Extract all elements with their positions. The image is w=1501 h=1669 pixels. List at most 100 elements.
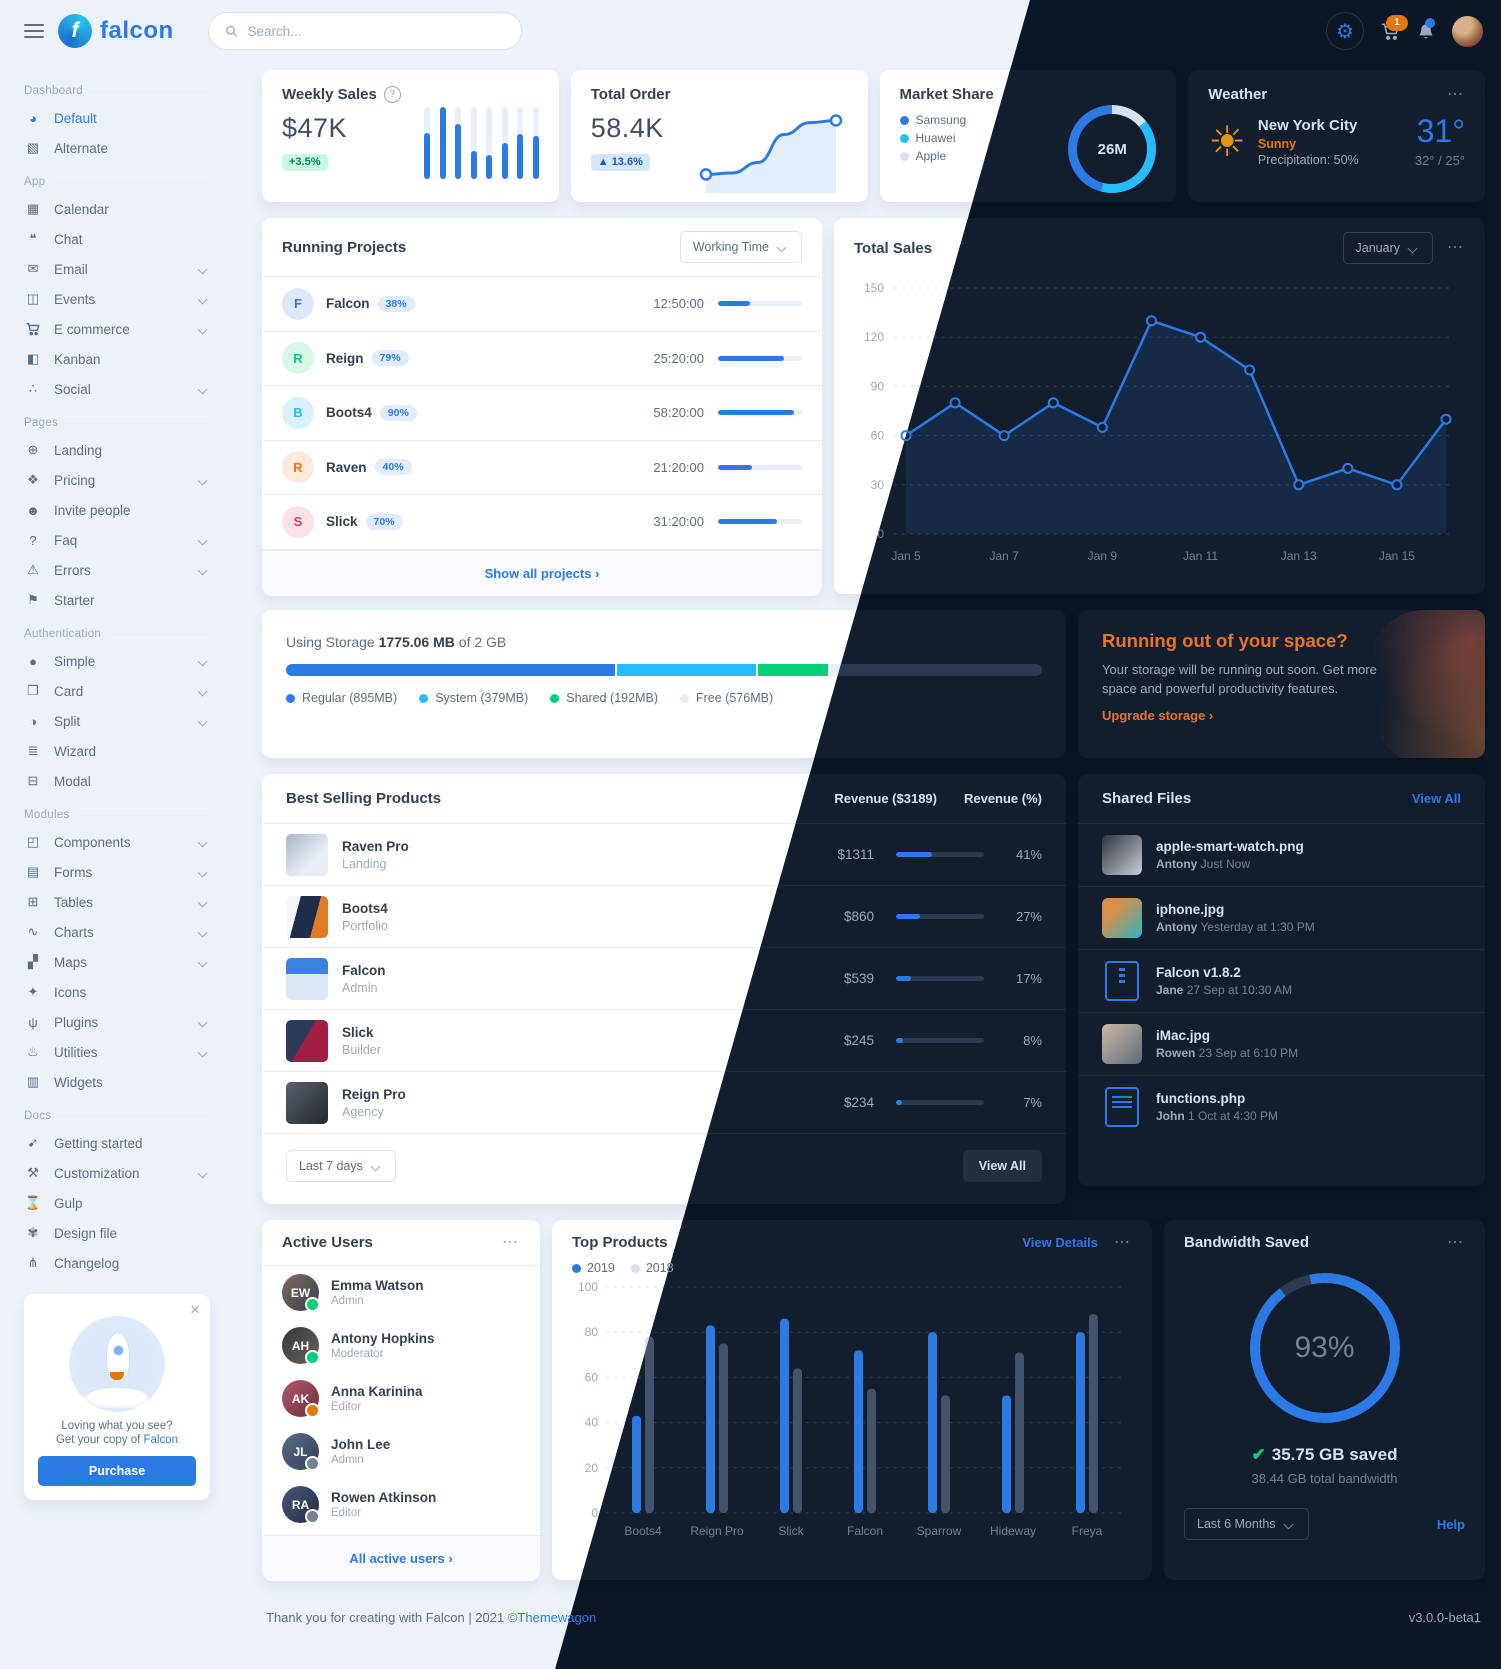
- sidebar-item-faq[interactable]: ? Faq: [24, 525, 210, 555]
- sidebar-item-kanban[interactable]: ◧ Kanban: [24, 344, 210, 374]
- sidebar-item-simple[interactable]: ● Simple: [24, 646, 210, 676]
- palette-icon: ✾: [27, 1225, 39, 1240]
- all-active-users-link[interactable]: All active users ›: [349, 1551, 453, 1566]
- project-name-link[interactable]: Reign: [326, 350, 364, 366]
- user-name-link[interactable]: Anna Karinina: [331, 1384, 423, 1399]
- file-name-link[interactable]: iphone.jpg: [1156, 902, 1225, 917]
- sidebar-item-invite-people[interactable]: ☻ Invite people: [24, 495, 210, 525]
- sidebar-item-plugins[interactable]: ψ Plugins: [24, 1007, 210, 1037]
- falcon-logo[interactable]: f falcon: [58, 14, 174, 48]
- user-name-link[interactable]: Antony Hopkins: [331, 1331, 435, 1346]
- hamburger-menu-button[interactable]: [24, 24, 44, 38]
- sidebar-item-utilities[interactable]: ♨ Utilities: [24, 1037, 210, 1067]
- user-avatar: EW: [282, 1274, 320, 1312]
- product-name-link[interactable]: Falcon: [342, 962, 386, 978]
- card-menu-icon[interactable]: ⋯: [1447, 85, 1465, 103]
- sidebar-item-tables[interactable]: ⊞ Tables: [24, 887, 210, 917]
- sidebar-item-gulp[interactable]: ⌛ Gulp: [24, 1188, 210, 1218]
- user-avatar[interactable]: [1452, 15, 1483, 47]
- view-all-link[interactable]: View All: [1411, 791, 1461, 806]
- sidebar-item-default[interactable]: ◕ Default: [24, 103, 210, 133]
- purchase-button[interactable]: Purchase: [38, 1456, 196, 1486]
- storage-legend-label: System (379MB): [435, 691, 529, 705]
- sidebar-item-maps[interactable]: ▞ Maps: [24, 947, 210, 977]
- sidebar-item-design-file[interactable]: ✾ Design file: [24, 1218, 210, 1248]
- promo-falcon-link[interactable]: Falcon: [143, 1434, 179, 1446]
- cart-icon[interactable]: 1: [1381, 14, 1408, 41]
- sidebar-item-forms[interactable]: ▤ Forms: [24, 857, 210, 887]
- search-box[interactable]: [207, 12, 522, 50]
- user-role: Admin: [331, 1295, 364, 1307]
- working-time-select[interactable]: Working Time: [679, 231, 802, 263]
- user-role: Moderator: [331, 1348, 384, 1360]
- project-row: R Reign 79% 25:20:00: [262, 332, 822, 386]
- product-name-link[interactable]: Raven Pro: [342, 838, 409, 854]
- sidebar-item-errors[interactable]: ⚠ Errors: [24, 555, 210, 585]
- project-name-link[interactable]: Slick: [326, 514, 358, 530]
- sidebar-item-changelog[interactable]: ⋔ Changelog: [24, 1248, 210, 1278]
- show-all-projects-link[interactable]: Show all projects ›: [484, 565, 600, 581]
- user-name-link[interactable]: Emma Watson: [331, 1278, 424, 1293]
- notifications-bell-icon[interactable]: [1417, 17, 1435, 41]
- sidebar-item-email[interactable]: ✉ Email: [24, 254, 210, 284]
- upgrade-storage-link[interactable]: Upgrade storage ›: [1102, 707, 1214, 723]
- file-meta: Jane 27 Sep at 10:30 AM: [1156, 983, 1293, 997]
- sidebar-item-e-commerce[interactable]: E commerce: [24, 314, 210, 344]
- sidebar-item-components[interactable]: ◰ Components: [24, 827, 210, 857]
- cart-icon: [24, 322, 42, 336]
- file-name-link[interactable]: iMac.jpg: [1156, 1028, 1211, 1043]
- sidebar-item-card[interactable]: ❐ Card: [24, 676, 210, 706]
- view-details-link[interactable]: View Details: [1022, 1235, 1098, 1250]
- file-meta: Antony Just Now: [1156, 857, 1251, 871]
- sidebar-item-landing[interactable]: ⊕ Landing: [24, 435, 210, 465]
- sidebar-item-social[interactable]: ∴ Social: [24, 374, 210, 404]
- card-menu-icon[interactable]: ⋯: [1447, 239, 1465, 256]
- storage-legend-item: Shared (192MB): [550, 691, 658, 705]
- sidebar-item-chat[interactable]: ❝ Chat: [24, 224, 210, 254]
- product-name-link[interactable]: Reign Pro: [342, 1086, 406, 1102]
- storage-legend: Regular (895MB) System (379MB) Shared (192…: [286, 691, 1042, 705]
- info-icon[interactable]: ?: [383, 86, 401, 103]
- user-name-link[interactable]: Rowen Atkinson: [331, 1490, 437, 1505]
- icons-icon: ✦: [27, 984, 39, 999]
- sidebar-item-calendar[interactable]: ▦ Calendar: [24, 194, 210, 224]
- sidebar-item-getting-started[interactable]: ➹ Getting started: [24, 1128, 210, 1158]
- bar-fill: [439, 107, 446, 179]
- sidebar-item-icons[interactable]: ✦ Icons: [24, 977, 210, 1007]
- card-menu-icon[interactable]: ⋯: [502, 1233, 520, 1251]
- settings-gear-icon[interactable]: ⚙: [1326, 12, 1364, 50]
- close-icon[interactable]: ×: [190, 1300, 200, 1319]
- sidebar-item-starter[interactable]: ⚑ Starter: [24, 585, 210, 615]
- file-meta: Antony Yesterday at 1:30 PM: [1156, 920, 1315, 934]
- search-input[interactable]: [245, 22, 505, 40]
- widgets-icon: ▥: [26, 1074, 40, 1089]
- product-name-link[interactable]: Slick: [342, 1024, 374, 1040]
- view-all-button[interactable]: View All: [962, 1150, 1042, 1182]
- card-menu-icon[interactable]: ⋯: [1447, 1233, 1465, 1251]
- project-name-link[interactable]: Raven: [326, 459, 367, 475]
- product-name-link[interactable]: Boots4: [342, 900, 388, 916]
- sidebar-item-widgets[interactable]: ▥ Widgets: [24, 1067, 210, 1097]
- sidebar-item-pricing[interactable]: ❖ Pricing: [24, 465, 210, 495]
- file-name-link[interactable]: apple-smart-watch.png: [1156, 839, 1304, 854]
- card-menu-icon[interactable]: ⋯: [1114, 1233, 1132, 1251]
- sidebar-item-events[interactable]: ◫ Events: [24, 284, 210, 314]
- file-name-link[interactable]: Falcon v1.8.2: [1156, 965, 1241, 980]
- help-link[interactable]: Help: [1436, 1516, 1465, 1532]
- month-select[interactable]: January: [1342, 232, 1433, 264]
- sidebar-item-wizard[interactable]: ≣ Wizard: [24, 736, 210, 766]
- sidebar-item-alternate[interactable]: ▧ Alternate: [24, 133, 210, 163]
- sidebar-item-split[interactable]: ◑ Split: [24, 706, 210, 736]
- user-name-link[interactable]: John Lee: [331, 1437, 391, 1452]
- project-name-link[interactable]: Falcon: [326, 296, 370, 312]
- question-circle-icon: ?: [29, 532, 37, 548]
- project-name-link[interactable]: Boots4: [326, 405, 372, 421]
- last-6-months-select[interactable]: Last 6 Months: [1184, 1508, 1309, 1540]
- file-name-link[interactable]: functions.php: [1156, 1091, 1246, 1106]
- last-7-days-select[interactable]: Last 7 days: [286, 1150, 396, 1182]
- sidebar-item-customization[interactable]: ⚒ Customization: [24, 1158, 210, 1188]
- sidebar-item-modal[interactable]: ⊟ Modal: [24, 766, 210, 796]
- sidebar-item-charts[interactable]: ∿ Charts: [24, 917, 210, 947]
